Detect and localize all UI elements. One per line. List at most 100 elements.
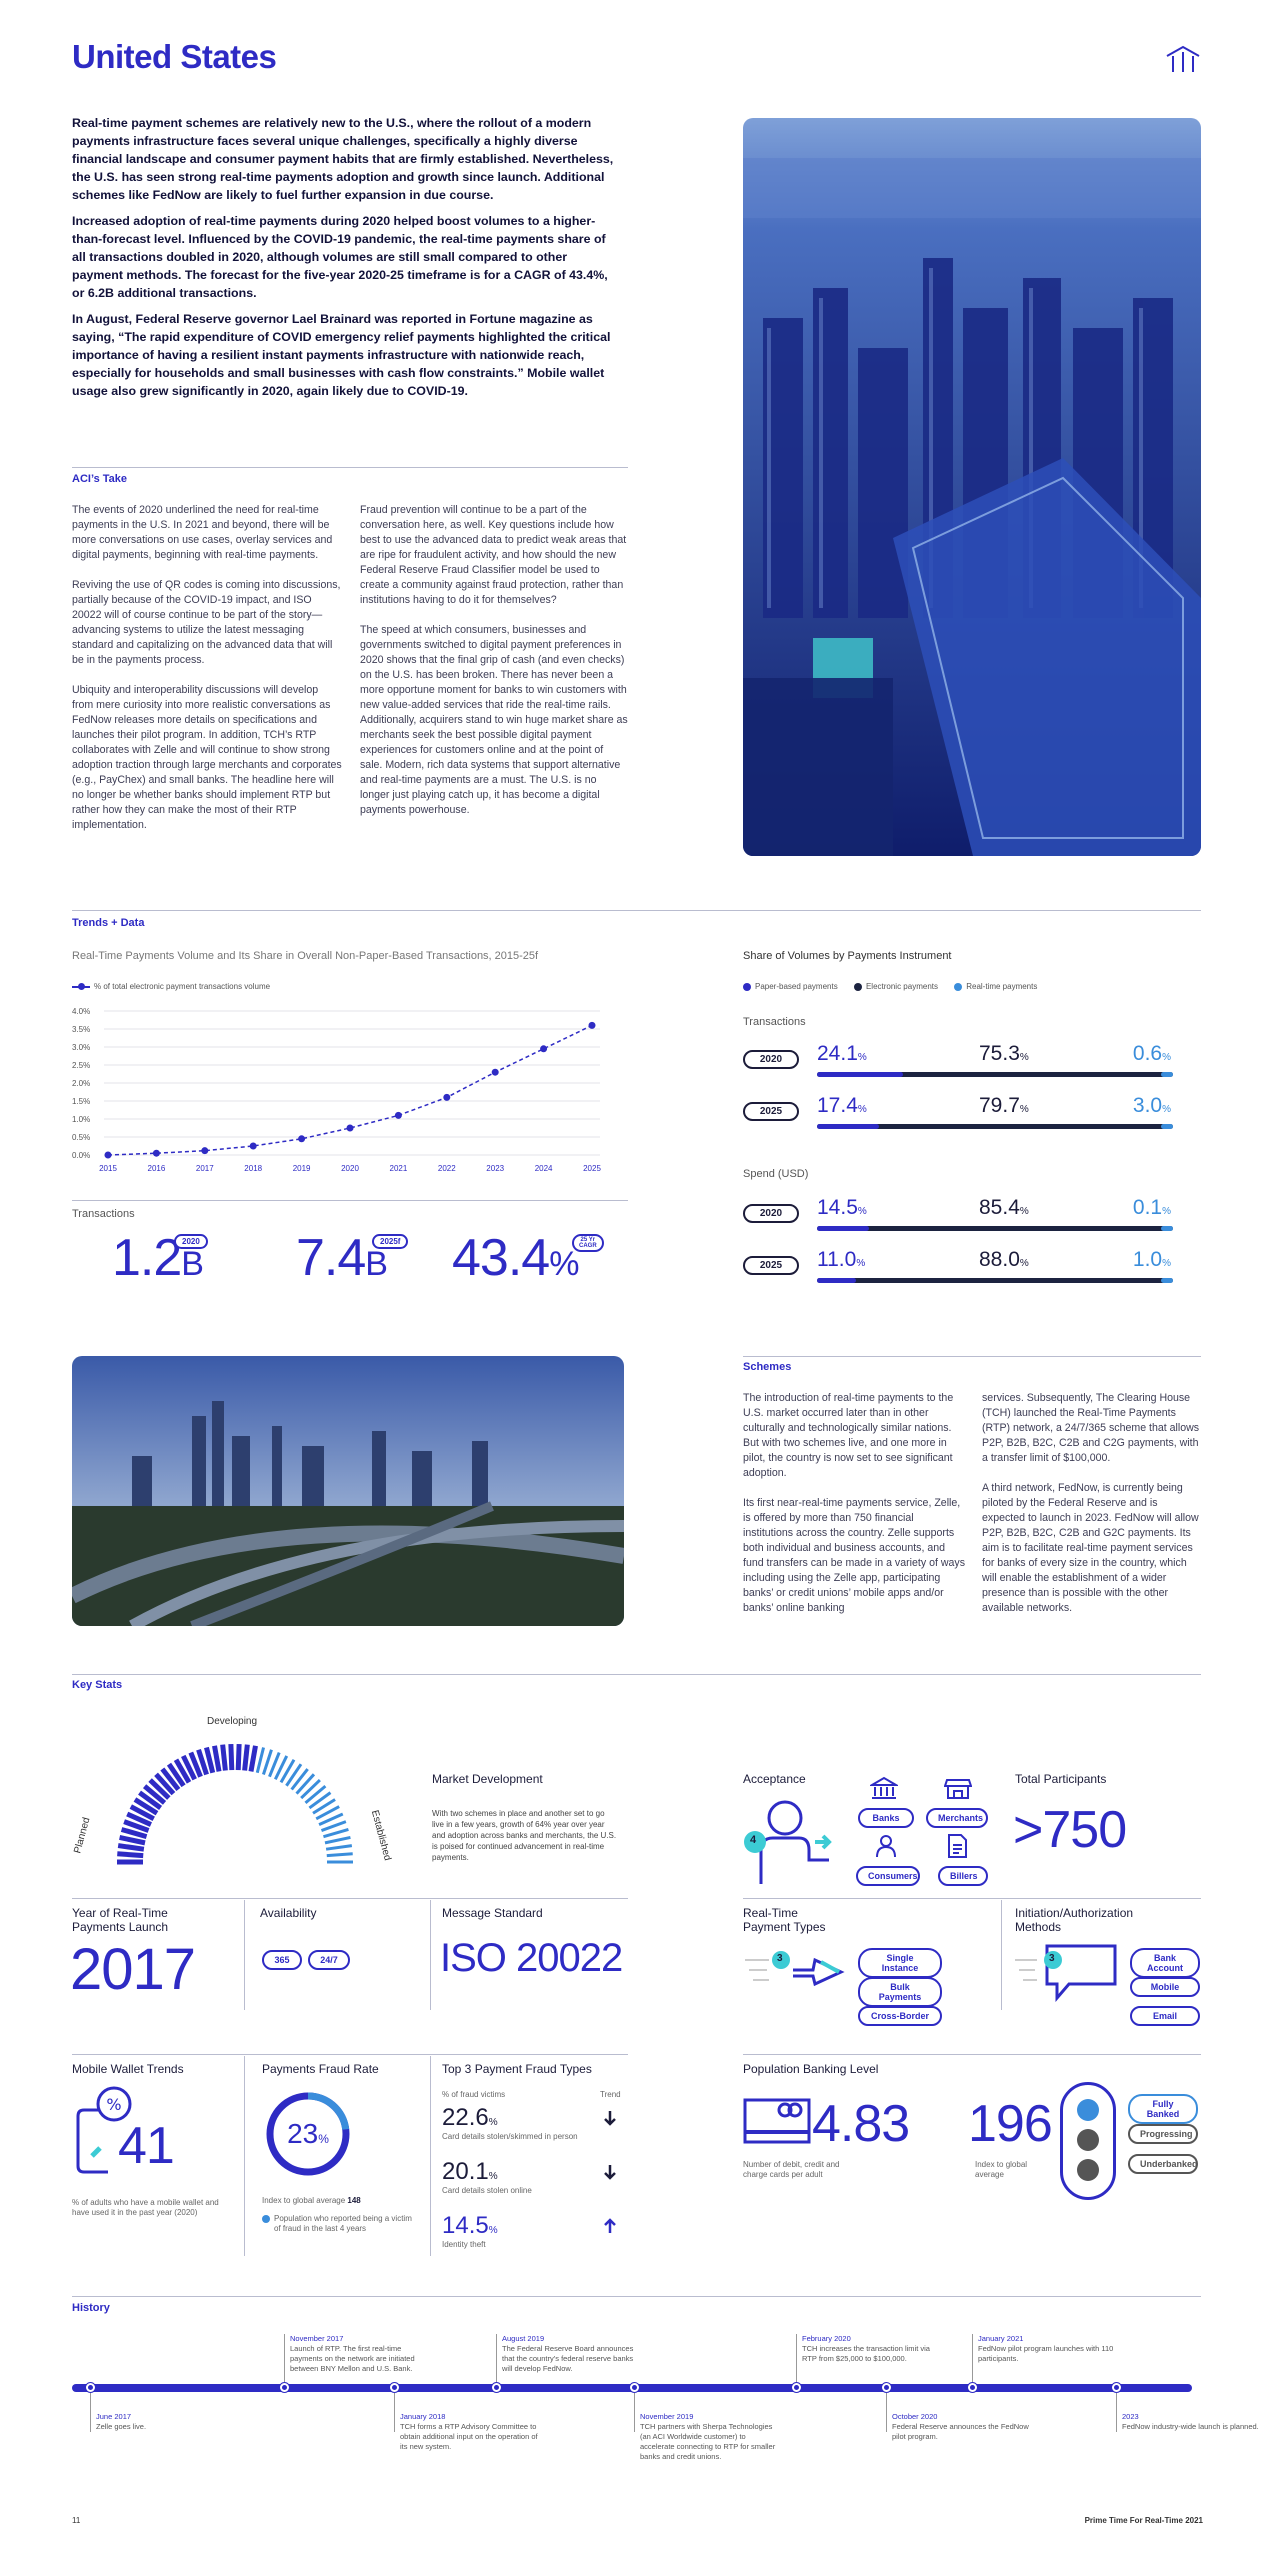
timeline-text: FedNow pilot program launches with 110 p… bbox=[978, 2344, 1114, 2363]
city-aerial-photo bbox=[743, 118, 1201, 856]
banking-level-progressing: Progressing bbox=[1128, 2124, 1198, 2144]
y-tick-label: 0.0% bbox=[72, 1151, 90, 1160]
speed-icon: 3 bbox=[743, 1942, 853, 2007]
share-electronic-value: 75.3% bbox=[979, 1042, 1029, 1065]
trends-label: Trends + Data bbox=[72, 917, 145, 929]
series-line bbox=[107, 1024, 593, 1156]
data-point bbox=[249, 1142, 257, 1150]
participants-value: >750 bbox=[1013, 1801, 1127, 1859]
svg-text:%: % bbox=[106, 2095, 121, 2114]
timeline-event: February 2020 TCH increases the transacti… bbox=[802, 2334, 942, 2364]
card-icon bbox=[743, 2096, 813, 2151]
timeline-date: November 2019 bbox=[640, 2412, 694, 2421]
timeline-text: Federal Reserve announces the FedNow pil… bbox=[892, 2422, 1029, 2441]
market-dev-title: Market Development bbox=[432, 1772, 543, 1786]
stat-value: 43.4 bbox=[452, 1229, 550, 1287]
y-tick-label: 3.0% bbox=[72, 1043, 90, 1052]
initiation-title: Initiation/Authorization Methods bbox=[1015, 1906, 1134, 1934]
initiation-mobile: Mobile bbox=[1130, 1977, 1200, 1997]
banking-index-caption: Index to global average bbox=[975, 2160, 1028, 2179]
fraud-rate-caption: Population who reported being a victim o… bbox=[262, 2214, 412, 2234]
stat-value: 7.4 bbox=[296, 1229, 366, 1287]
banking-title: Population Banking Level bbox=[743, 2062, 879, 2076]
stat-tag: 25 Yr CAGR bbox=[572, 1234, 604, 1252]
mobile-wallet-icon: % bbox=[72, 2086, 132, 2181]
x-tick-label: 2022 bbox=[438, 1164, 456, 1173]
share-realtime-value: 0.1% bbox=[1132, 1196, 1171, 1219]
timeline-event: August 2019 The Federal Reserve Board ann… bbox=[502, 2334, 642, 2374]
gauge-tick bbox=[166, 1762, 186, 1788]
payment-type-bulk: Bulk Payments bbox=[858, 1977, 942, 2007]
share-bar bbox=[817, 1072, 1173, 1077]
share-transactions-label: Transactions bbox=[743, 1016, 806, 1028]
fraud-index: Index to global average 148 bbox=[262, 2196, 361, 2205]
gauge-tick bbox=[212, 1745, 222, 1772]
store-icon bbox=[943, 1776, 973, 1805]
fraud-type-label: Card details stolen/skimmed in person bbox=[442, 2132, 578, 2141]
timeline-text: Zelle goes live. bbox=[96, 2422, 147, 2431]
gauge-tick bbox=[255, 1747, 266, 1774]
y-tick-label: 1.0% bbox=[72, 1115, 90, 1124]
market-gauge bbox=[117, 1743, 353, 1865]
fraud-rate-number: 23 bbox=[287, 2118, 319, 2149]
timeline-event: January 2018 TCH forms a RTP Advisory Com… bbox=[400, 2412, 540, 2452]
gauge-tick bbox=[154, 1772, 176, 1796]
y-tick-label: 0.5% bbox=[72, 1133, 90, 1142]
x-tick-label: 2019 bbox=[293, 1164, 311, 1173]
fraud-types-col-a: % of fraud victims bbox=[442, 2090, 506, 2099]
data-point bbox=[394, 1111, 402, 1119]
gauge-tick bbox=[318, 1812, 344, 1826]
availability-title: Availability bbox=[260, 1906, 317, 1920]
timeline-dot bbox=[492, 2383, 501, 2392]
data-point bbox=[201, 1147, 209, 1155]
chat-icon: 3 bbox=[1013, 1942, 1123, 2007]
share-row: 2020 24.1% 75.3% 0.6% bbox=[743, 1042, 1173, 1084]
acis-take-col1: The events of 2020 underlined the need f… bbox=[72, 504, 342, 831]
data-point bbox=[152, 1149, 160, 1157]
share-paper-value: 17.4% bbox=[817, 1094, 867, 1117]
x-tick-label: 2025 bbox=[583, 1164, 601, 1173]
share-row: 2025 17.4% 79.7% 3.0% bbox=[743, 1094, 1173, 1136]
legend-paper: Paper-based payments bbox=[755, 982, 838, 991]
stat-tag: 2025f bbox=[372, 1234, 409, 1249]
x-tick-label: 2018 bbox=[244, 1164, 262, 1173]
gauge-tick bbox=[308, 1791, 332, 1810]
timeline-event: 2023 FedNow industry-wide launch is plann… bbox=[1122, 2412, 1262, 2432]
fraud-type-item: 14.5% Identity theft bbox=[442, 2212, 632, 2249]
gauge-tick bbox=[181, 1754, 197, 1781]
acceptance-banks: Banks bbox=[858, 1808, 914, 1828]
gauge-tick bbox=[295, 1773, 316, 1795]
share-paper-value: 24.1% bbox=[817, 1042, 867, 1065]
consumer-icon bbox=[874, 1834, 898, 1863]
fraud-caption-text: Population who reported being a victim o… bbox=[274, 2214, 412, 2233]
market-dev-text: With two schemes in place and another se… bbox=[432, 1809, 617, 1862]
data-point bbox=[540, 1045, 548, 1053]
timeline-dot bbox=[882, 2383, 891, 2392]
x-tick-label: 2021 bbox=[390, 1164, 408, 1173]
gauge-tick bbox=[312, 1798, 336, 1815]
timeline-date: 2023 bbox=[1122, 2412, 1139, 2421]
page-number: 11 bbox=[72, 2516, 81, 2525]
banking-cards-value: 4.83 bbox=[812, 2095, 910, 2153]
timeline-dot bbox=[630, 2383, 639, 2392]
y-tick-label: 2.5% bbox=[72, 1061, 90, 1070]
y-tick-label: 1.5% bbox=[72, 1097, 90, 1106]
x-tick-label: 2023 bbox=[486, 1164, 504, 1173]
intro-paragraph: Real-time payment schemes are relatively… bbox=[72, 116, 614, 202]
y-tick-label: 3.5% bbox=[72, 1025, 90, 1034]
fraud-types-col-b: Trend bbox=[600, 2090, 621, 2099]
timeline-event: November 2017 Launch of RTP. The first re… bbox=[290, 2334, 430, 2374]
initiation-count: 3 bbox=[1049, 1953, 1055, 1964]
availability-247: 24/7 bbox=[308, 1950, 350, 1970]
gauge-tick bbox=[285, 1763, 303, 1787]
transactions-label: Transactions bbox=[72, 1208, 135, 1220]
share-title: Share of Volumes by Payments Instrument bbox=[743, 950, 952, 962]
timeline-text: Launch of RTP. The first real-time payme… bbox=[290, 2344, 415, 2373]
x-tick-label: 2020 bbox=[341, 1164, 359, 1173]
gauge-tick bbox=[173, 1758, 192, 1784]
fraud-rate-value: 23% bbox=[262, 2118, 354, 2150]
share-row: 2020 14.5% 85.4% 0.1% bbox=[743, 1196, 1173, 1238]
acceptance-count: 4 bbox=[750, 1834, 757, 1846]
fraud-legend-dot-icon bbox=[262, 2215, 270, 2223]
logo-icon bbox=[1165, 44, 1201, 74]
